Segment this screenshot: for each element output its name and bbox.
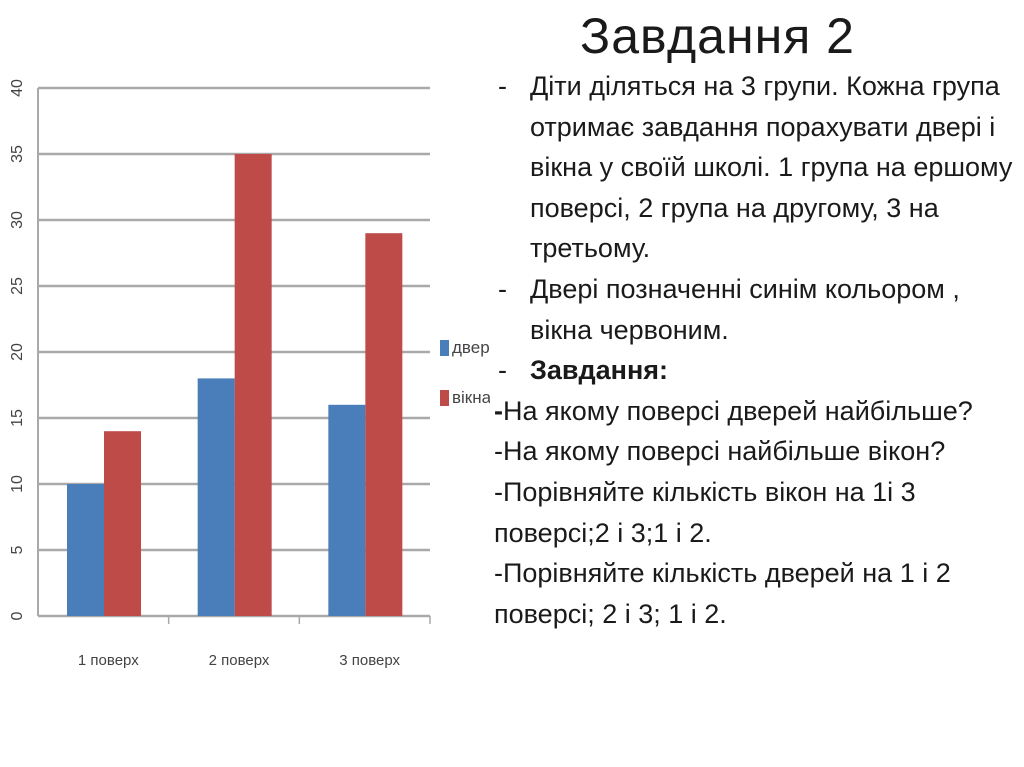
- question-marker: -: [494, 395, 503, 426]
- question-item: -Порівняйте кількість вікон на 1і 3 пове…: [494, 472, 1019, 553]
- bar-windows: [234, 154, 272, 616]
- bar-windows: [104, 431, 141, 616]
- bar-doors: [197, 378, 235, 616]
- y-tick-label: 5: [9, 545, 26, 554]
- y-tick-label: 20: [9, 343, 26, 361]
- y-tick-label: 40: [9, 79, 26, 97]
- legend-swatch: [440, 340, 449, 356]
- y-tick-label: 25: [9, 277, 26, 295]
- legend-label: двері: [452, 338, 490, 357]
- bullet-item: - Завдання:: [494, 350, 1019, 391]
- bullet-text: Діти діляться на 3 групи. Кожна група от…: [530, 71, 1013, 264]
- bullet-text-task-heading: Завдання:: [530, 355, 669, 386]
- bullet-item: - Двері позначенні синім кольором , вікн…: [494, 269, 1019, 350]
- question-text: -Порівняйте кількість вікон на 1і 3 пове…: [494, 476, 916, 548]
- x-tick-label: 3 поверх: [339, 652, 400, 669]
- question-item: -На якому поверсі дверей найбільше?: [494, 391, 1019, 432]
- bar-doors: [328, 404, 366, 616]
- question-text: На якому поверсі дверей найбільше?: [503, 395, 973, 426]
- question-text: -На якому поверсі найбільше вікон?: [494, 436, 946, 467]
- y-tick-label: 10: [9, 475, 26, 493]
- bullet-text: Двері позначенні синім кольором , вікна …: [530, 273, 960, 345]
- legend-label: вікна: [452, 388, 490, 407]
- bar-chart: 0 5 10 15 20 25 30 35 40 1 поверх 2 поверх 3 поверх…: [0, 60, 490, 750]
- task-text: - Діти діляться на 3 групи. Кожна група …: [494, 66, 1019, 634]
- question-item: -На якому поверсі найбільше вікон?: [494, 431, 1019, 472]
- y-tick-label: 30: [9, 211, 26, 229]
- bullet-marker: -: [498, 355, 507, 386]
- legend-swatch: [440, 390, 449, 406]
- y-tick-label: 35: [9, 145, 26, 163]
- bar-chart-svg: 0 5 10 15 20 25 30 35 40 1 поверх 2 поверх 3 поверх…: [9, 79, 490, 669]
- bar-doors: [67, 484, 104, 616]
- slide-title: Завдання 2: [580, 8, 855, 64]
- bar-windows: [365, 233, 403, 616]
- x-tick-label: 1 поверх: [78, 652, 139, 669]
- bullet-marker: -: [498, 273, 507, 304]
- x-tick-label: 2 поверх: [209, 652, 270, 669]
- y-tick-label: 15: [9, 409, 26, 427]
- y-tick-label: 0: [9, 611, 26, 620]
- bullet-marker: -: [498, 71, 507, 101]
- bullet-item: - Діти діляться на 3 групи. Кожна група …: [494, 66, 1019, 269]
- question-item: -Порівняйте кількість дверей на 1 і 2 по…: [494, 553, 1019, 634]
- question-text: -Порівняйте кількість дверей на 1 і 2 по…: [494, 558, 951, 629]
